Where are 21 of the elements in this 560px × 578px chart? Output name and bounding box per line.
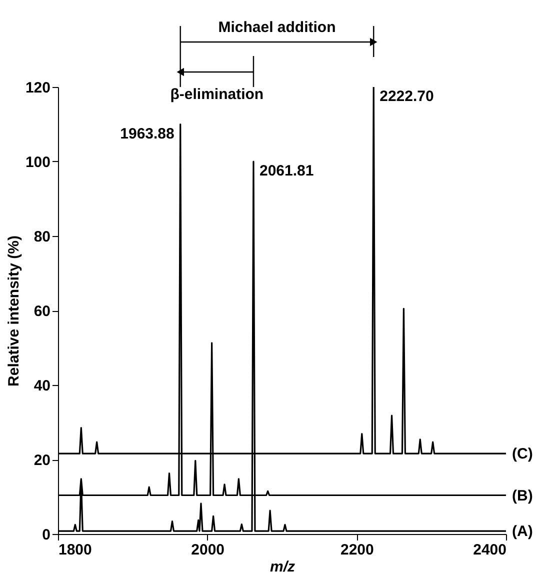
y-tick-label: 100 xyxy=(25,154,50,171)
series-label: (A) xyxy=(512,523,533,540)
x-axis-title: m/z xyxy=(270,558,296,576)
y-tick-label: 80 xyxy=(34,228,50,246)
y-tick-label: 20 xyxy=(34,452,50,469)
y-tick-label: 0 xyxy=(42,526,50,544)
y-tick-label: 40 xyxy=(34,378,50,394)
y-axis-title: Relative intensity (%) xyxy=(5,236,22,386)
x-tick-label: 2400 xyxy=(473,542,506,558)
annotation: 2061.81 xyxy=(259,162,314,180)
annotation: 2222.70 xyxy=(380,88,434,105)
y-tick-label: 120 xyxy=(25,80,50,96)
text: Michael addition xyxy=(218,19,336,36)
annotation: β-elimination xyxy=(170,86,264,103)
series-label: (C) xyxy=(512,446,533,463)
x-tick-label: 2000 xyxy=(191,542,225,558)
x-tick-label: 1800 xyxy=(58,542,92,558)
series-label: (B) xyxy=(512,487,533,504)
y-tick-label: 60 xyxy=(34,303,50,320)
annotation: 1963.88 xyxy=(120,125,174,142)
x-tick-label: 2200 xyxy=(340,542,374,558)
